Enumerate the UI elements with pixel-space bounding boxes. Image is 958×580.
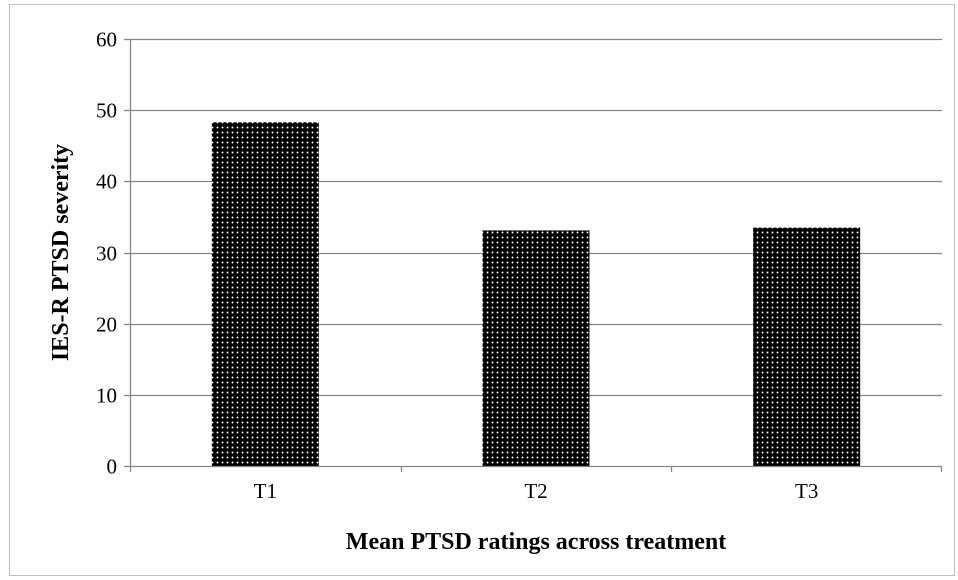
y-tick-label: 0	[107, 455, 118, 479]
x-axis-title: Mean PTSD ratings across treatment	[346, 529, 726, 555]
x-tick-label: T1	[254, 479, 277, 503]
y-axis-title: IES-R PTSD severity	[48, 144, 74, 361]
y-tick-label: 50	[96, 99, 117, 123]
x-tick-label: T3	[795, 479, 818, 503]
x-tick-label: T2	[524, 479, 547, 503]
y-tick-label: 10	[96, 384, 117, 408]
axes	[124, 38, 943, 472]
y-tick-label: 40	[96, 170, 117, 194]
y-tick-label: 60	[96, 28, 117, 52]
bar-t2	[482, 230, 590, 466]
bars	[211, 122, 861, 466]
y-tick-label: 20	[96, 313, 117, 337]
y-tick-label: 30	[96, 242, 117, 266]
bar-t3	[753, 227, 861, 466]
bar-t1	[211, 122, 319, 466]
tick-labels: 0 10 20 30 40 50 60 T1 T2 T3	[96, 28, 818, 504]
